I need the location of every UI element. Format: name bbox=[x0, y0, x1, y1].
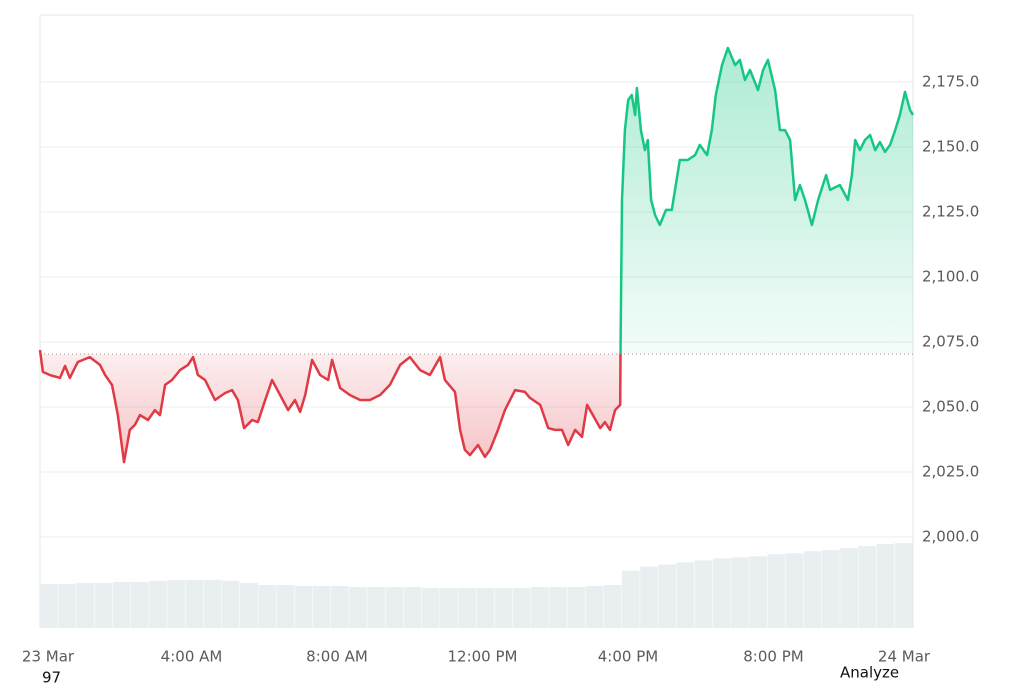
volume-bar bbox=[421, 588, 440, 628]
volume-bar bbox=[894, 543, 913, 628]
x-tick-label: 4:00 PM bbox=[598, 648, 658, 666]
volume-bar bbox=[712, 558, 731, 628]
volume-bar bbox=[403, 587, 422, 628]
price-line bbox=[619, 46, 915, 355]
volume-bar bbox=[458, 588, 476, 628]
volume-bar bbox=[803, 551, 822, 628]
x-tick-label: 24 Mar bbox=[878, 648, 931, 666]
volume-bar bbox=[294, 586, 313, 628]
volume-bar bbox=[149, 580, 167, 628]
volume-bar bbox=[876, 544, 895, 628]
volume-bar bbox=[731, 557, 749, 628]
volume-bar bbox=[40, 583, 58, 628]
volume-bar bbox=[549, 587, 567, 628]
volume-bar bbox=[258, 584, 276, 628]
volume-bar bbox=[94, 582, 113, 628]
volume-bar bbox=[531, 587, 549, 628]
volume-bar bbox=[749, 556, 767, 628]
x-tick-label: 8:00 AM bbox=[306, 648, 368, 666]
volume-bar bbox=[440, 588, 458, 628]
volume-bar bbox=[276, 584, 295, 628]
volume-bar bbox=[385, 587, 404, 628]
volume-bar bbox=[331, 586, 349, 628]
volume-bar bbox=[694, 560, 713, 628]
y-tick-label: 2,175.0 bbox=[922, 73, 979, 91]
volume-bar bbox=[622, 570, 640, 628]
y-tick-label: 2,025.0 bbox=[922, 463, 979, 481]
y-tick-label: 2,150.0 bbox=[922, 138, 979, 156]
volume-bar bbox=[858, 546, 877, 628]
volume-bar bbox=[58, 583, 76, 628]
area bbox=[40, 350, 621, 463]
area bbox=[620, 47, 913, 355]
x-tick-label: 8:00 PM bbox=[743, 648, 803, 666]
volume-bar bbox=[476, 588, 495, 628]
volume-bar bbox=[822, 550, 840, 628]
volume-bar bbox=[367, 587, 386, 628]
y-tick-label: 2,050.0 bbox=[922, 398, 979, 416]
y-tick-label: 2,075.0 bbox=[922, 333, 979, 351]
y-tick-label: 2,000.0 bbox=[922, 528, 979, 546]
price-line bbox=[38, 349, 622, 464]
volume-bar bbox=[658, 564, 677, 628]
volume-bar bbox=[603, 584, 622, 628]
volume-bar bbox=[676, 562, 695, 628]
x-tick-label: 23 Mar bbox=[22, 648, 75, 666]
volume-bar bbox=[312, 586, 331, 628]
volume-bar bbox=[840, 548, 858, 628]
volume-bar bbox=[130, 581, 149, 628]
volume-bar bbox=[585, 586, 604, 628]
volume-bar bbox=[349, 587, 367, 628]
volume-bar bbox=[494, 588, 513, 628]
volume-bar bbox=[767, 554, 786, 628]
volume-bar bbox=[567, 587, 586, 628]
volume-bar bbox=[640, 566, 658, 628]
volume-bar bbox=[76, 582, 95, 628]
volume-bar bbox=[203, 579, 222, 628]
footer-text: 97 bbox=[42, 669, 61, 683]
volume-bar bbox=[240, 582, 258, 628]
y-tick-label: 2,100.0 bbox=[922, 268, 979, 286]
x-tick-label: 4:00 AM bbox=[161, 648, 223, 666]
volume-bar bbox=[185, 579, 204, 628]
x-tick-label: 12:00 PM bbox=[448, 648, 518, 666]
analyze-button[interactable]: Analyze bbox=[840, 664, 899, 682]
volume-bar bbox=[785, 553, 804, 628]
volume-bar bbox=[221, 580, 240, 628]
y-tick-label: 2,125.0 bbox=[922, 203, 979, 221]
volume-bar bbox=[167, 579, 185, 628]
volume-bar bbox=[512, 588, 531, 628]
volume-bar bbox=[112, 581, 131, 628]
